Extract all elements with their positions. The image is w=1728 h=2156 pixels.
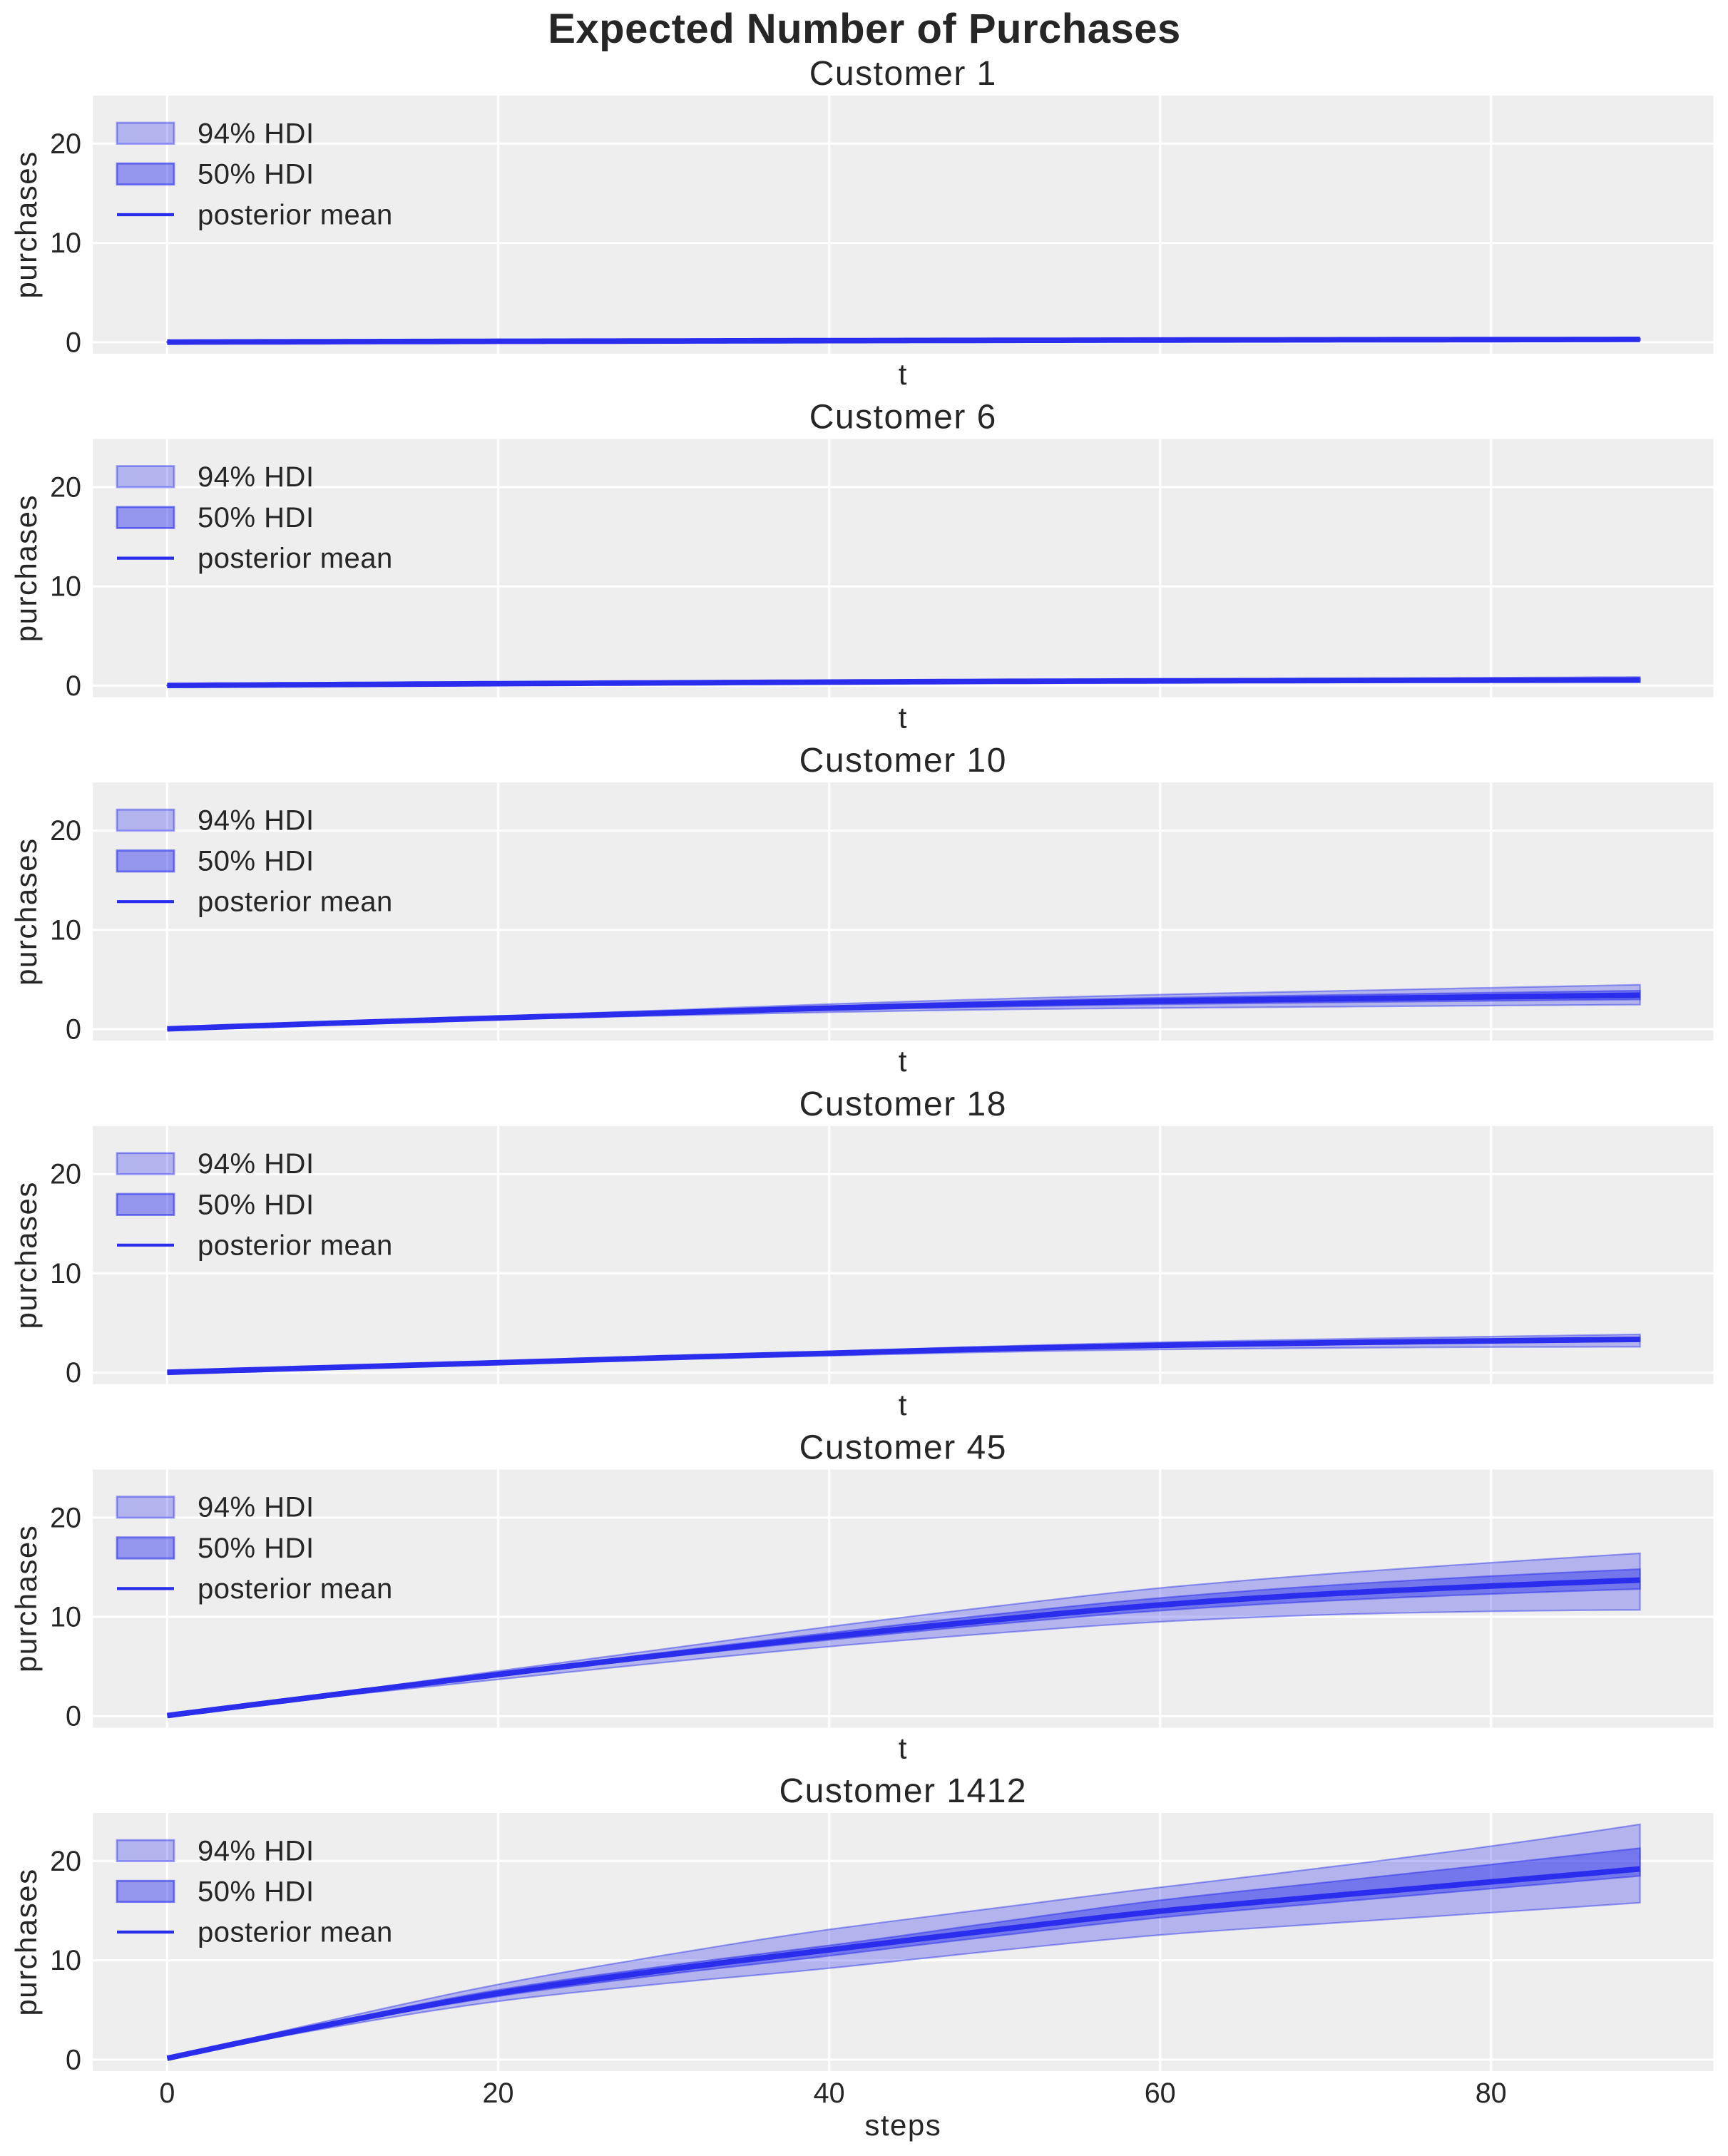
svg-text:10: 10 xyxy=(50,914,81,946)
svg-text:10: 10 xyxy=(50,1945,81,1976)
svg-text:purchases: purchases xyxy=(9,1525,43,1672)
svg-text:Expected Number of Purchases: Expected Number of Purchases xyxy=(548,6,1181,52)
svg-text:Customer 1: Customer 1 xyxy=(809,55,997,93)
svg-text:80: 80 xyxy=(1476,2078,1507,2109)
svg-text:purchases: purchases xyxy=(9,838,43,986)
svg-text:purchases: purchases xyxy=(9,1181,43,1329)
svg-text:20: 20 xyxy=(50,1846,81,1877)
svg-text:posterior mean: posterior mean xyxy=(198,1573,393,1605)
svg-text:0: 0 xyxy=(66,1357,81,1389)
svg-text:60: 60 xyxy=(1145,2078,1176,2109)
svg-text:posterior mean: posterior mean xyxy=(198,543,393,574)
svg-text:Customer 1412: Customer 1412 xyxy=(779,1772,1027,1810)
svg-text:40: 40 xyxy=(814,2078,845,2109)
svg-text:steps: steps xyxy=(864,2108,941,2142)
svg-text:50% HDI: 50% HDI xyxy=(198,159,315,190)
svg-text:10: 10 xyxy=(50,228,81,259)
svg-text:posterior mean: posterior mean xyxy=(198,1230,393,1261)
svg-text:94% HDI: 94% HDI xyxy=(198,1835,315,1866)
svg-text:50% HDI: 50% HDI xyxy=(198,1533,315,1564)
svg-text:94% HDI: 94% HDI xyxy=(198,118,315,149)
svg-text:t: t xyxy=(899,357,908,391)
svg-text:10: 10 xyxy=(50,1258,81,1289)
svg-text:20: 20 xyxy=(50,128,81,160)
svg-text:94% HDI: 94% HDI xyxy=(198,1148,315,1180)
svg-text:Customer 18: Customer 18 xyxy=(799,1085,1007,1123)
svg-text:50% HDI: 50% HDI xyxy=(198,1189,315,1220)
svg-text:20: 20 xyxy=(483,2078,514,2109)
svg-text:50% HDI: 50% HDI xyxy=(198,1876,315,1908)
svg-text:t: t xyxy=(899,1731,908,1764)
svg-text:t: t xyxy=(899,1388,908,1421)
svg-text:50% HDI: 50% HDI xyxy=(198,846,315,877)
svg-text:94% HDI: 94% HDI xyxy=(198,461,315,493)
svg-text:purchases: purchases xyxy=(9,150,43,298)
svg-text:20: 20 xyxy=(50,472,81,504)
svg-text:t: t xyxy=(899,1044,908,1078)
svg-text:10: 10 xyxy=(50,571,81,603)
svg-text:20: 20 xyxy=(50,815,81,847)
svg-text:Customer 10: Customer 10 xyxy=(799,742,1007,780)
svg-text:0: 0 xyxy=(159,2078,175,2109)
svg-text:94% HDI: 94% HDI xyxy=(198,1492,315,1523)
svg-text:20: 20 xyxy=(50,1502,81,1533)
svg-text:20: 20 xyxy=(50,1159,81,1190)
svg-text:t: t xyxy=(899,701,908,735)
svg-text:posterior mean: posterior mean xyxy=(198,200,393,231)
svg-text:0: 0 xyxy=(66,670,81,702)
svg-text:purchases: purchases xyxy=(9,1868,43,2015)
svg-text:posterior mean: posterior mean xyxy=(198,887,393,918)
svg-text:94% HDI: 94% HDI xyxy=(198,805,315,837)
svg-text:posterior mean: posterior mean xyxy=(198,1917,393,1948)
svg-text:Customer 45: Customer 45 xyxy=(799,1429,1007,1466)
svg-text:Customer 6: Customer 6 xyxy=(809,399,997,436)
svg-text:10: 10 xyxy=(50,1602,81,1633)
svg-text:0: 0 xyxy=(66,2044,81,2075)
svg-text:0: 0 xyxy=(66,1014,81,1046)
svg-text:0: 0 xyxy=(66,327,81,358)
svg-text:0: 0 xyxy=(66,1701,81,1732)
svg-text:50% HDI: 50% HDI xyxy=(198,502,315,533)
svg-text:purchases: purchases xyxy=(9,494,43,642)
